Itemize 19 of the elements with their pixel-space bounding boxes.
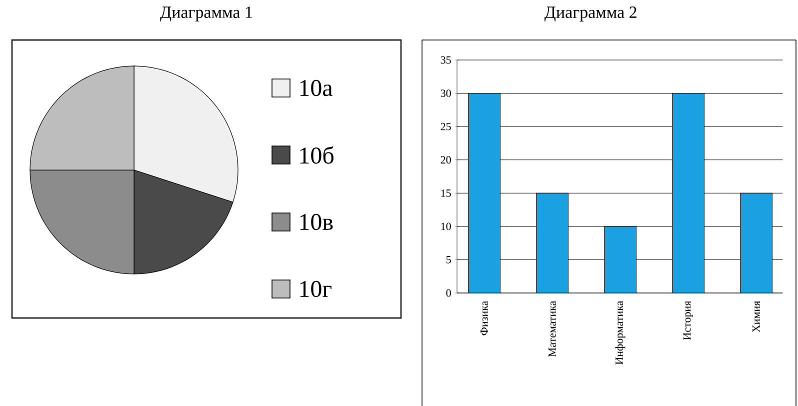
legend-label: 10в <box>300 214 333 230</box>
chart-title: Диаграмма 2 <box>544 6 636 22</box>
legend-label: 10б <box>300 146 334 164</box>
y-tick-label: 0 <box>446 289 451 297</box>
legend-label: 10а <box>300 80 333 96</box>
x-tick-label: Информатика <box>615 300 626 365</box>
y-tick-label: 10 <box>441 222 451 230</box>
y-tick-label: 20 <box>440 156 451 164</box>
x-tick-label: История <box>683 300 693 340</box>
x-tick-label: Химия <box>752 300 760 332</box>
y-tick-label: 25 <box>440 122 451 130</box>
y-tick-label: 5 <box>446 256 451 264</box>
x-tick-label: Математика <box>548 300 556 357</box>
chart-title: Диаграмма 1 <box>160 6 252 22</box>
y-tick-label: 15 <box>441 189 451 197</box>
y-tick-label: 30 <box>440 90 451 97</box>
x-tick-label: Физика <box>480 300 488 336</box>
legend-label: 10г <box>300 280 332 298</box>
y-tick-label: 35 <box>440 56 451 64</box>
